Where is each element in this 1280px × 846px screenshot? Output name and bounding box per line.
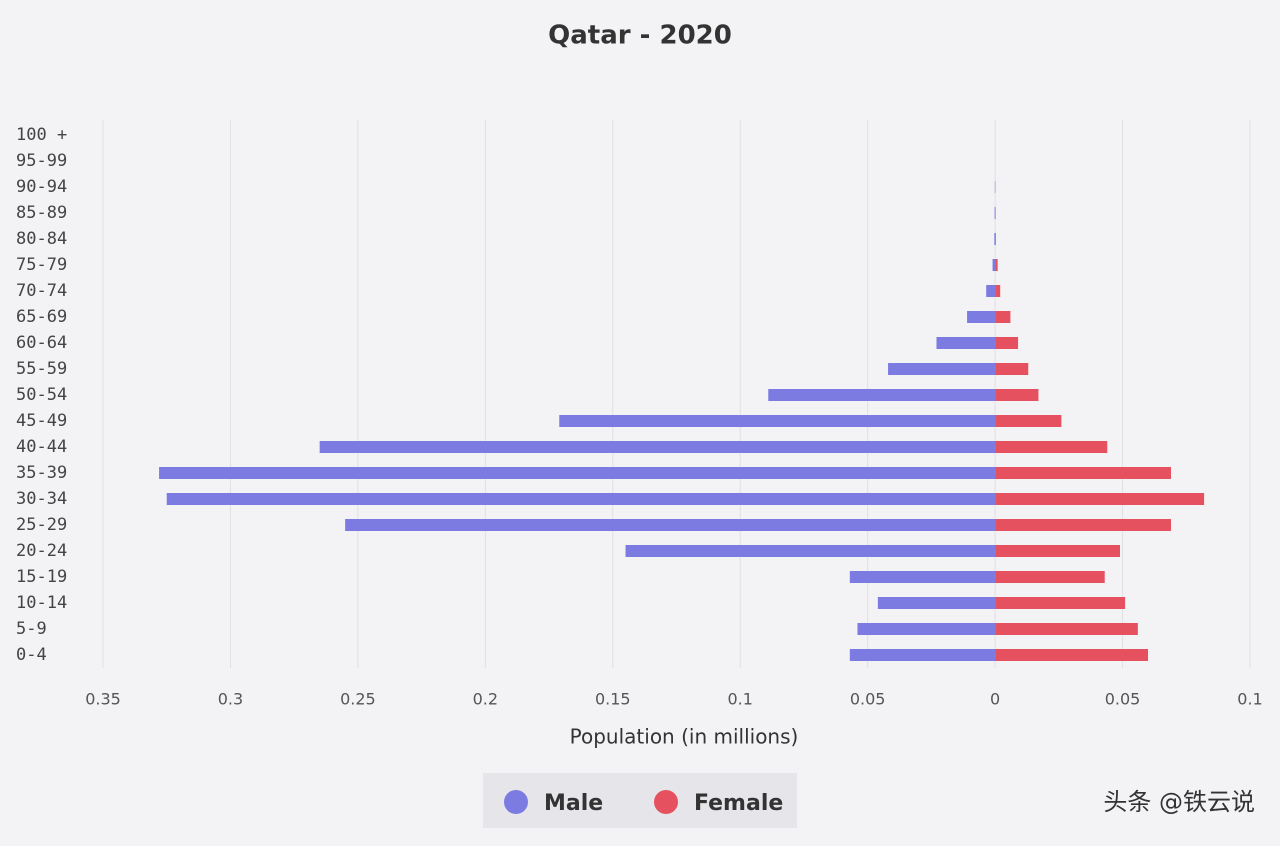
y-tick-label: 100 + (16, 125, 67, 145)
bar (995, 311, 1011, 323)
watermark: 头条 @铁云说 (1103, 788, 1255, 816)
y-tick-label: 5-9 (16, 619, 47, 639)
legend-swatch (504, 790, 528, 814)
y-tick-label: 95-99 (16, 151, 67, 171)
bar (166, 493, 996, 505)
y-tick-label: 30-34 (16, 489, 67, 509)
y-tick-label: 50-54 (16, 385, 67, 405)
y-tick-label: 45-49 (16, 411, 67, 431)
x-tick-label: 0 (990, 690, 1000, 709)
bar (159, 467, 996, 479)
bar (995, 233, 996, 245)
bar (995, 649, 1149, 661)
x-tick-label: 0.2 (473, 690, 498, 709)
bar (995, 285, 1001, 297)
bar (995, 571, 1105, 583)
bar (319, 441, 996, 453)
y-tick-label: 65-69 (16, 307, 67, 327)
y-tick-label: 75-79 (16, 255, 67, 275)
bar (849, 649, 996, 661)
y-tick-label: 40-44 (16, 437, 67, 457)
bar (877, 597, 996, 609)
bar (849, 571, 996, 583)
x-tick-label: 0.1 (727, 690, 752, 709)
x-tick-label: 0.15 (595, 690, 631, 709)
bar (995, 519, 1171, 531)
y-tick-label: 20-24 (16, 541, 67, 561)
bar (992, 259, 996, 271)
y-tick-label: 85-89 (16, 203, 67, 223)
bar (995, 337, 1019, 349)
bar (986, 285, 996, 297)
bar (995, 545, 1121, 557)
bar (995, 441, 1108, 453)
legend-label: Female (694, 791, 783, 816)
x-axis-label: Population (in millions) (570, 725, 799, 749)
legend-box (483, 773, 797, 828)
y-tick-label: 10-14 (16, 593, 67, 613)
legend-label: Male (544, 791, 603, 816)
bar (967, 311, 996, 323)
x-tick-label: 0.3 (218, 690, 243, 709)
chart-title: Qatar - 2020 (548, 21, 732, 51)
bar (857, 623, 996, 635)
bar (995, 207, 996, 219)
y-tick-label: 15-19 (16, 567, 67, 587)
bar (995, 415, 1062, 427)
bar (995, 493, 1205, 505)
bar (768, 389, 996, 401)
y-tick-label: 90-94 (16, 177, 67, 197)
y-tick-label: 25-29 (16, 515, 67, 535)
legend-swatch (654, 790, 678, 814)
bar (995, 623, 1138, 635)
bar (345, 519, 996, 531)
y-tick-label: 80-84 (16, 229, 67, 249)
bar (936, 337, 996, 349)
x-tick-label: 0.05 (850, 690, 886, 709)
bar (625, 545, 996, 557)
bar (559, 415, 996, 427)
bar (995, 363, 1029, 375)
x-tick-label: 0.35 (85, 690, 121, 709)
bar (995, 259, 998, 271)
bar (994, 207, 996, 219)
x-tick-label: 0.1 (1237, 690, 1262, 709)
y-tick-label: 70-74 (16, 281, 67, 301)
y-tick-label: 60-64 (16, 333, 67, 353)
bar (995, 467, 1171, 479)
x-tick-label: 0.25 (340, 690, 376, 709)
y-tick-label: 0-4 (16, 645, 47, 665)
bar (888, 363, 996, 375)
bar (994, 233, 996, 245)
y-tick-label: 35-39 (16, 463, 67, 483)
x-tick-label: 0.05 (1105, 690, 1141, 709)
y-tick-label: 55-59 (16, 359, 67, 379)
bar (995, 389, 1039, 401)
bar (995, 597, 1126, 609)
